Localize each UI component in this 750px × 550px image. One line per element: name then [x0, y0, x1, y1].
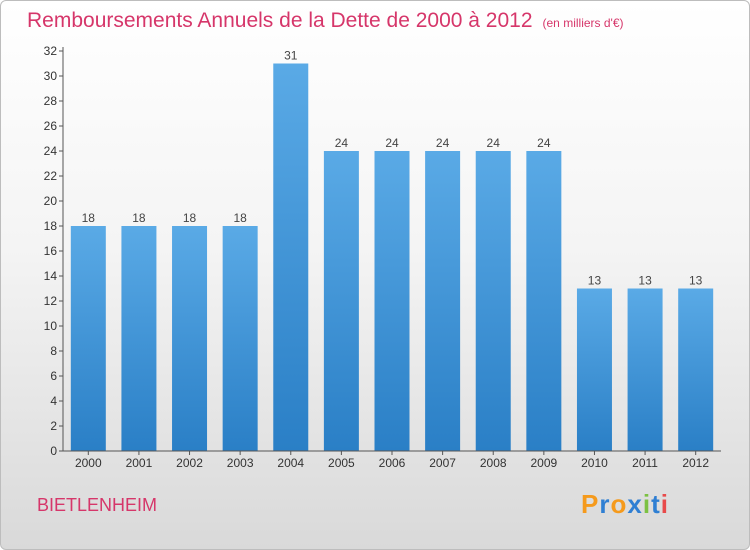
bar: [576, 288, 612, 451]
place-name: BIETLENHEIM: [37, 495, 158, 515]
y-tick-label: 26: [44, 119, 58, 133]
y-tick-label: 28: [44, 94, 58, 108]
y-tick-label: 2: [50, 419, 57, 433]
data-label: 18: [183, 211, 197, 225]
x-tick-label: 2001: [126, 456, 153, 470]
x-tick-label: 2003: [227, 456, 254, 470]
x-tick-label: 2000: [75, 456, 102, 470]
data-label: 13: [588, 274, 602, 288]
bar: [627, 288, 663, 451]
logo-letter: i: [660, 489, 669, 519]
x-tick-label: 2011: [632, 456, 658, 470]
logo-letter: P: [581, 489, 600, 519]
bar: [526, 151, 562, 451]
bar: [222, 226, 258, 451]
x-tick-label: 2007: [429, 456, 456, 470]
logo-letter: x: [627, 489, 643, 519]
bar: [172, 226, 208, 451]
x-tick-label: 2004: [277, 456, 304, 470]
data-label: 31: [284, 49, 298, 63]
bar: [273, 63, 309, 451]
data-label: 24: [385, 136, 399, 150]
logo-letter: i: [642, 489, 652, 519]
y-tick-label: 32: [44, 44, 58, 58]
chart-title: Remboursements Annuels de la Dette de 20…: [27, 9, 624, 33]
y-tick-label: 30: [44, 69, 58, 83]
x-tick-label: 2005: [328, 456, 355, 470]
y-tick-label: 22: [44, 169, 58, 183]
data-label: 18: [233, 211, 247, 225]
data-label: 18: [132, 211, 146, 225]
bar: [323, 151, 359, 451]
y-tick-label: 10: [44, 319, 58, 333]
x-tick-label: 2002: [176, 456, 203, 470]
x-tick-label: 2012: [682, 456, 709, 470]
data-label: 18: [82, 211, 96, 225]
x-axis: 2000 2001 2002 2003 2004 2005 2006 2007 2008 2009…: [63, 450, 721, 470]
data-label: 24: [335, 136, 349, 150]
logo-letter: r: [599, 489, 611, 519]
bar: [475, 151, 511, 451]
bar: [425, 151, 461, 451]
logo-letter: o: [610, 489, 628, 519]
y-tick-label: 18: [44, 219, 58, 233]
bars: 18 18 18 18 31 24 24 24 24 24 13 13 13: [70, 49, 714, 451]
bar: [678, 288, 714, 451]
y-tick-label: 4: [50, 394, 57, 408]
x-tick-label: 2006: [379, 456, 406, 470]
y-tick-label: 20: [44, 194, 58, 208]
y-tick-label: 6: [50, 369, 57, 383]
bar: [121, 226, 157, 451]
proxiti-logo: Proxiti: [581, 489, 669, 520]
y-tick-label: 16: [44, 244, 58, 258]
data-label: 13: [689, 274, 703, 288]
bar: [70, 226, 106, 451]
y-tick-label: 0: [50, 444, 57, 458]
x-tick-label: 2008: [480, 456, 507, 470]
bar: [374, 151, 410, 451]
x-tick-label: 2010: [581, 456, 608, 470]
data-label: 13: [638, 274, 652, 288]
chart-unit: (en milliers d'€): [542, 16, 624, 30]
data-label: 24: [537, 136, 551, 150]
chart-title-text: Remboursements Annuels de la Dette de 20…: [27, 9, 533, 32]
data-label: 24: [487, 136, 501, 150]
y-tick-label: 12: [44, 294, 58, 308]
x-tick-label: 2009: [530, 456, 557, 470]
data-label: 24: [436, 136, 450, 150]
logo-letter: t: [651, 489, 661, 519]
y-tick-label: 14: [44, 269, 58, 283]
y-tick-label: 24: [44, 144, 58, 158]
y-tick-label: 8: [50, 344, 57, 358]
